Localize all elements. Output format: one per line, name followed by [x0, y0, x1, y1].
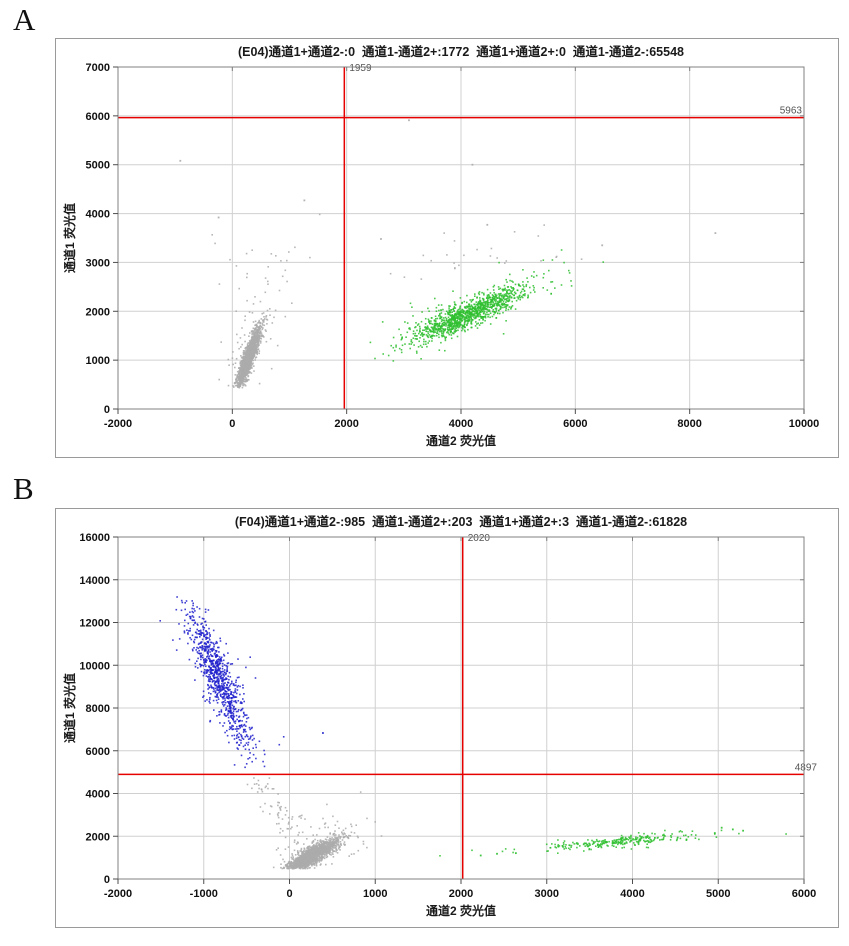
- cluster-ch1-positive-droplets-dense: [175, 596, 265, 763]
- svg-text:0: 0: [104, 404, 110, 416]
- svg-text:2000: 2000: [334, 418, 358, 430]
- svg-text:2000: 2000: [86, 306, 110, 318]
- outlier-points: [322, 732, 745, 857]
- svg-text:4000: 4000: [449, 418, 473, 430]
- threshold-crosshair[interactable]: [118, 537, 804, 879]
- tick-labels: -2000 0 2000 4000 6000 8000 10000 0 1000 2000 3000…: [86, 62, 820, 430]
- scatter-chart-f04: 2020 4897-2000 -1000 0 1000 2000 3000 4000 5000 6…: [62, 514, 818, 918]
- threshold-y-value: 5963: [780, 106, 803, 117]
- svg-text:-2000: -2000: [104, 418, 132, 430]
- cluster-ch2-positive-droplets-dense: [369, 259, 565, 362]
- cluster-negative-rain-mid: [211, 213, 321, 304]
- gridlines: [118, 67, 804, 409]
- threshold-y-value: 4897: [795, 762, 818, 773]
- cluster-negative-rain-upper: [291, 791, 376, 845]
- x-axis-title: 通道2 荧光值: [426, 433, 496, 448]
- cluster-negative-droplets-dense: [272, 827, 356, 870]
- cluster-negative-droplets-halo: [275, 817, 383, 869]
- cluster-negative-droplets-dense: [232, 308, 271, 389]
- axis-ticks: [113, 66, 805, 414]
- svg-text:6000: 6000: [563, 418, 587, 430]
- cluster-rain-above-positives: [389, 224, 583, 280]
- chart-title: (F04)通道1+通道2-:985 通道1-通道2+:203 通道1+通道2+:…: [235, 514, 687, 529]
- scatter-chart-e04: 1959 5963 -2000 0 2000 4000 6000 8000 10000 0 1000…: [62, 44, 820, 448]
- threshold-crosshair[interactable]: [118, 67, 804, 409]
- cluster-ch2-positive-droplets-halo: [381, 249, 604, 360]
- svg-text:5000: 5000: [86, 160, 110, 172]
- x-axis-title: 通道2 荧光值: [426, 903, 496, 918]
- scatter-points: [159, 596, 787, 870]
- cluster-ch2-positive-droplets-dense: [504, 829, 716, 851]
- figure-label-b: B: [13, 471, 34, 506]
- tick-labels: -2000 -1000 0 1000 2000 3000 4000 5000 600002000…: [79, 532, 816, 900]
- cluster-ch1-positive-droplets-halo: [159, 611, 285, 769]
- axis-ticks: [113, 536, 805, 884]
- y-axis-title: 通道1 荧光值: [62, 203, 77, 273]
- cluster-negative-droplets-halo: [218, 259, 288, 387]
- svg-text:0: 0: [229, 418, 235, 430]
- figure-label-a: A: [13, 2, 36, 37]
- svg-text:3000: 3000: [86, 257, 110, 269]
- plot-panel-b: 2020 4897 -2000 -1000 0 1000 2000 3000 4000 5000 6…: [55, 508, 839, 928]
- chart-title: (E04)通道1+通道2-:0 通道1-通道2+:1772 通道1+通道2+:0…: [238, 44, 684, 59]
- svg-text:6000: 6000: [86, 111, 110, 123]
- svg-text:7000: 7000: [86, 62, 110, 74]
- svg-text:10000: 10000: [789, 418, 820, 430]
- outlier-points: [179, 119, 717, 247]
- plot-panel-a: 1959 5963 -2000 0 2000 4000 6000 8000 10000 0 1000…: [55, 38, 839, 458]
- svg-text:4000: 4000: [86, 209, 110, 221]
- y-axis-title: 通道1 荧光值: [62, 673, 77, 743]
- svg-text:8000: 8000: [677, 418, 701, 430]
- svg-text:1000: 1000: [86, 355, 110, 367]
- threshold-x-value: 2020: [468, 533, 491, 544]
- cluster-rain-transition-tail: [246, 777, 300, 834]
- cluster-ch2-positive-droplets-halo: [439, 829, 787, 857]
- scatter-points: [179, 119, 717, 389]
- threshold-x-value: 1959: [349, 63, 372, 74]
- gridlines: [118, 537, 804, 879]
